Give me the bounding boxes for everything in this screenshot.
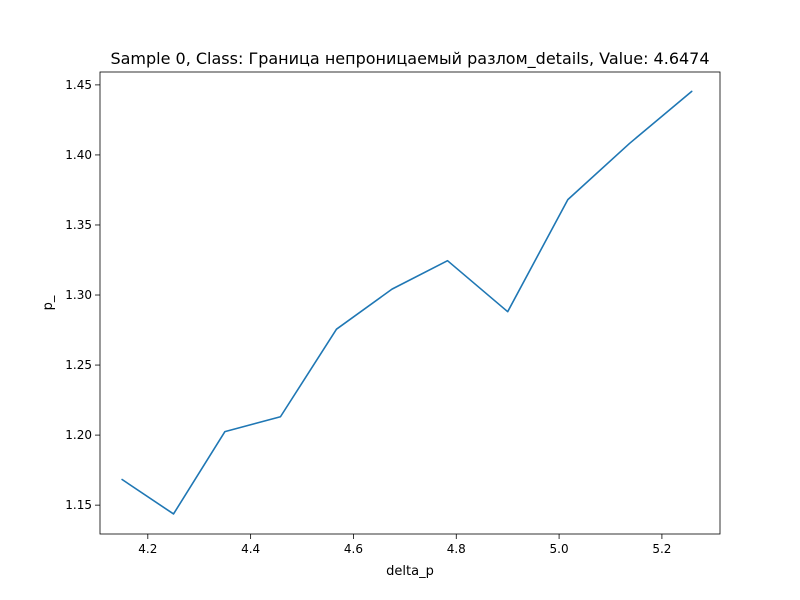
y-tick-label: 1.15 <box>65 498 92 512</box>
x-tick-label: 5.0 <box>550 542 569 556</box>
y-tick-label: 1.35 <box>65 218 92 232</box>
y-axis: 1.15 1.20 1.25 1.30 1.35 1.40 1.45 <box>65 78 100 512</box>
x-axis: 4.2 4.4 4.6 4.8 5.0 5.2 <box>138 534 671 556</box>
x-axis-label: delta_p <box>386 564 434 579</box>
y-tick-label: 1.20 <box>65 428 92 442</box>
x-tick-label: 4.2 <box>138 542 157 556</box>
y-axis-label: p_ <box>41 295 56 310</box>
y-tick-label: 1.30 <box>65 288 92 302</box>
plot-background <box>100 72 720 534</box>
plot-area <box>99 71 721 535</box>
x-tick-label: 5.2 <box>652 542 671 556</box>
plot-frame <box>99 71 721 535</box>
x-tick-label: 4.6 <box>344 542 363 556</box>
x-tick-label: 4.4 <box>241 542 260 556</box>
chart-title: Sample 0, Class: Граница непроницаемый р… <box>110 49 709 69</box>
series-layer <box>121 90 693 515</box>
y-tick-label: 1.45 <box>65 78 92 92</box>
series-line-0 <box>121 90 693 515</box>
y-tick-label: 1.40 <box>65 148 92 162</box>
y-tick-label: 1.25 <box>65 358 92 372</box>
x-tick-label: 4.8 <box>447 542 466 556</box>
